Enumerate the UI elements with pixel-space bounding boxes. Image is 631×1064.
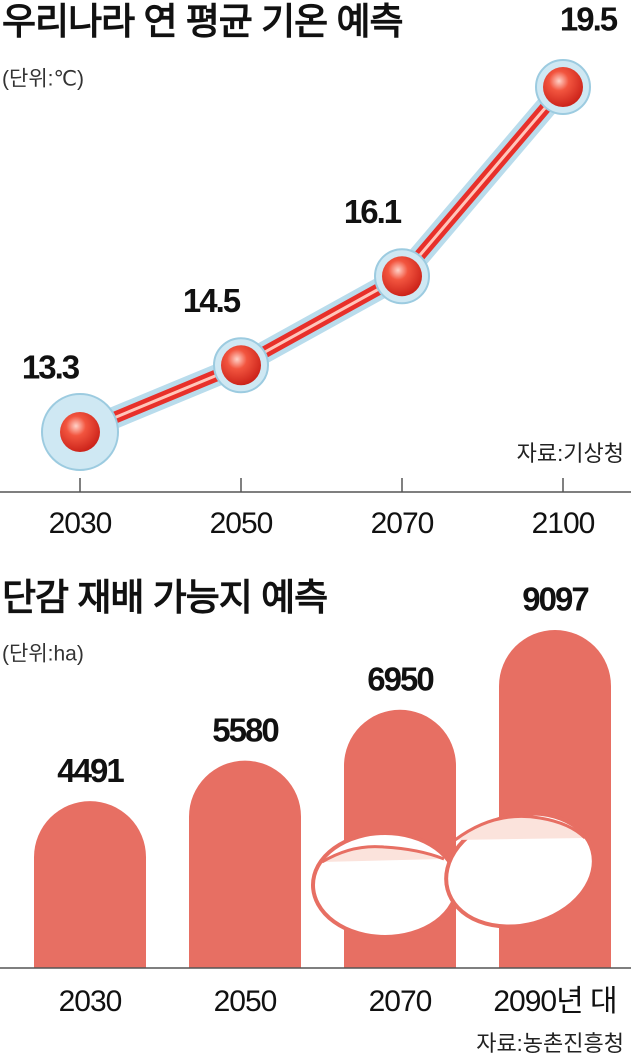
x-tick-label: 2030: [59, 985, 122, 1018]
bar: [189, 760, 301, 968]
x-tick-label: 2030: [49, 507, 112, 540]
subtitle: (단위:ha): [2, 643, 84, 666]
x-tick-label: 2070: [371, 507, 434, 540]
line: [77, 83, 568, 438]
value-label: 4491: [57, 752, 124, 789]
x-tick-label: 2070: [369, 985, 432, 1018]
marker: [221, 345, 261, 386]
value-label: 14.5: [183, 282, 241, 319]
value-label: 9097: [522, 581, 588, 618]
value-label: 6950: [367, 660, 433, 697]
chart-title: 우리나라 연 평균 기온 예측: [2, 1, 403, 42]
bar: [34, 801, 146, 968]
value-label: 19.5: [560, 1, 618, 38]
chart-title: 단감 재배 가능지 예측: [2, 577, 327, 618]
value-label: 13.3: [22, 349, 80, 386]
x-tick-label: 2050: [210, 507, 273, 540]
x-tick-label: 2100: [532, 507, 595, 540]
value-label: 16.1: [344, 193, 402, 230]
source: 자료:기상청: [517, 441, 624, 466]
marker: [543, 67, 583, 107]
x-tick-label: 2090년 대: [493, 985, 616, 1018]
subtitle: (단위:℃): [2, 68, 84, 91]
value-label: 5580: [212, 711, 278, 748]
persimmon-illustration: [311, 811, 596, 939]
marker: [60, 412, 100, 452]
line-glow: [75, 79, 572, 443]
x-tick-label: 2050: [214, 985, 277, 1018]
line-highlight: [79, 86, 565, 434]
source: 자료:농촌진흥청: [476, 1031, 624, 1056]
marker: [382, 256, 422, 297]
